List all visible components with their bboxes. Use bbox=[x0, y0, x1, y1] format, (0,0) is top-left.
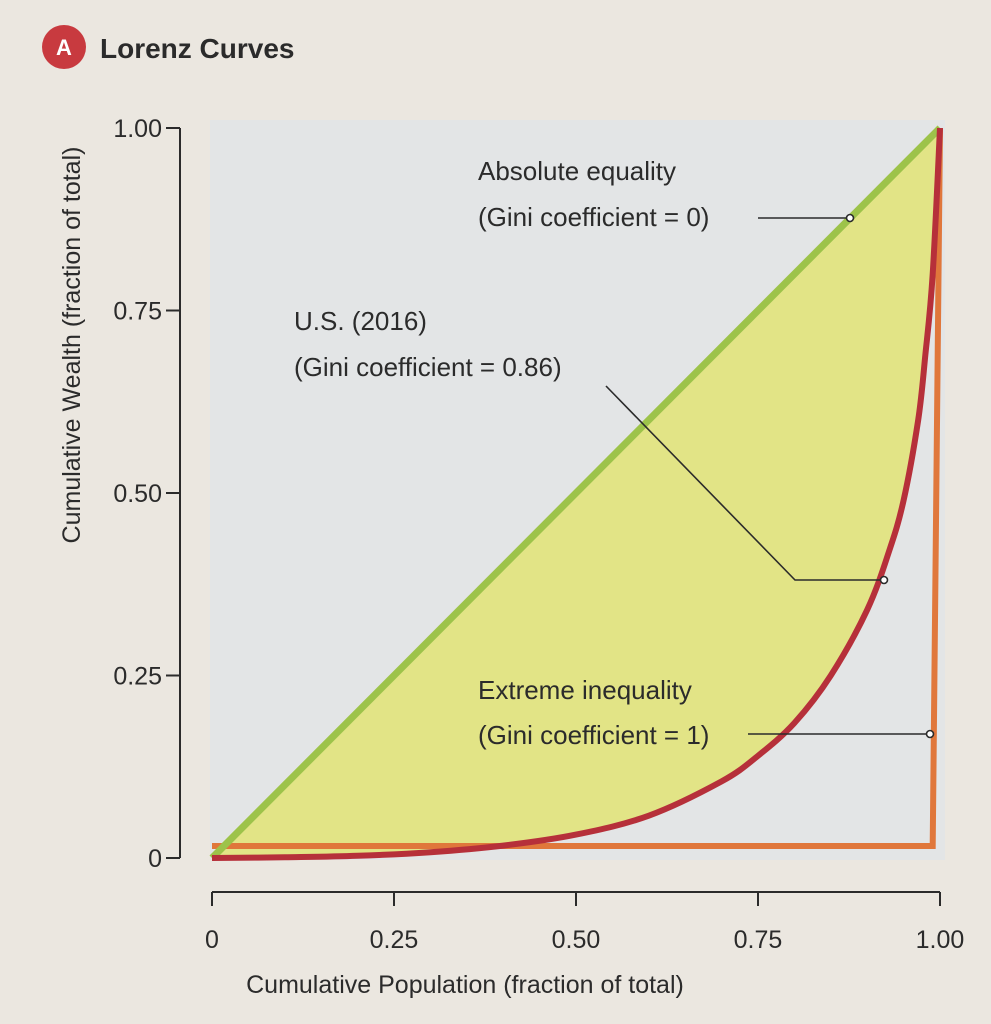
y-tick-label: 0.75 bbox=[113, 298, 162, 326]
chart-title: Lorenz Curves bbox=[100, 33, 295, 64]
panel-badge-label: A bbox=[56, 35, 72, 60]
leader-dot bbox=[845, 213, 855, 223]
x-tick-label: 0.75 bbox=[734, 926, 783, 954]
y-axis-title: Cumulative Wealth (fraction of total) bbox=[58, 147, 86, 544]
leader-dot bbox=[879, 575, 889, 585]
annotation-absolute-equality: Absolute equality (Gini coefficient = 0) bbox=[478, 156, 855, 232]
y-tick-label: 0.50 bbox=[113, 480, 162, 508]
x-tick-label: 0.25 bbox=[370, 926, 419, 954]
absolute-equality-line bbox=[209, 125, 943, 861]
x-axis-title: Cumulative Population (fraction of total… bbox=[246, 971, 684, 999]
annotation-sublabel: (Gini coefficient = 0.86) bbox=[294, 352, 562, 382]
x-tick-label: 0.50 bbox=[552, 926, 601, 954]
x-axis: 0 0.25 0.50 0.75 1.00 bbox=[205, 891, 965, 954]
y-axis: 0 0.25 0.50 0.75 1.00 bbox=[113, 115, 181, 873]
annotation-sublabel: (Gini coefficient = 1) bbox=[478, 720, 709, 750]
leader-dot bbox=[925, 729, 935, 739]
annotation-label: Extreme inequality bbox=[478, 675, 692, 705]
annotation-extreme-inequality: Extreme inequality (Gini coefficient = 1… bbox=[478, 675, 935, 750]
leader-line bbox=[605, 385, 884, 581]
y-tick-label: 0.25 bbox=[113, 663, 162, 691]
annotation-us-2016: U.S. (2016) (Gini coefficient = 0.86) bbox=[294, 306, 889, 585]
extreme-inequality-line bbox=[212, 127, 943, 849]
panel-badge bbox=[42, 25, 86, 69]
annotation-label: Absolute equality bbox=[478, 156, 676, 186]
y-tick-label: 0 bbox=[148, 845, 162, 873]
annotation-label: U.S. (2016) bbox=[294, 306, 427, 336]
y-tick-label: 1.00 bbox=[113, 115, 162, 143]
x-tick-label: 0 bbox=[205, 926, 219, 954]
x-tick-label: 1.00 bbox=[916, 926, 965, 954]
annotation-sublabel: (Gini coefficient = 0) bbox=[478, 202, 709, 232]
